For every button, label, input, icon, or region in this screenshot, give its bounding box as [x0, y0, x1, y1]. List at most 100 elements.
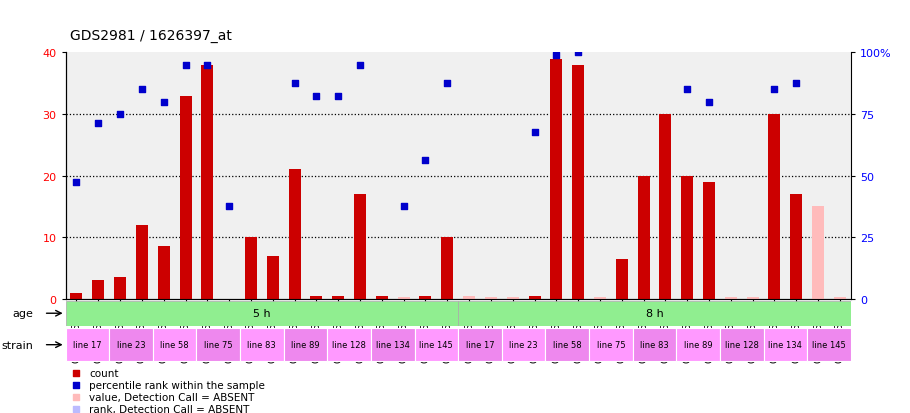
Bar: [441, 237, 453, 299]
Bar: [763, 329, 807, 361]
Text: age: age: [12, 309, 33, 318]
Bar: [153, 329, 197, 361]
Bar: [371, 329, 415, 361]
Bar: [638, 176, 650, 299]
Text: line 58: line 58: [160, 340, 189, 349]
Text: line 75: line 75: [597, 340, 625, 349]
Text: line 89: line 89: [683, 340, 713, 349]
Bar: [354, 195, 366, 299]
Text: strain: strain: [1, 340, 33, 350]
Bar: [545, 329, 589, 361]
Point: [527, 130, 541, 136]
Point: [69, 179, 84, 185]
Text: line 83: line 83: [640, 340, 669, 349]
Bar: [157, 247, 169, 299]
Point: [113, 112, 127, 118]
Text: count: count: [89, 368, 118, 378]
Bar: [458, 329, 501, 361]
Point: [68, 393, 83, 400]
Bar: [807, 329, 851, 361]
Point: [68, 382, 83, 388]
Bar: [660, 115, 672, 299]
Point: [135, 87, 149, 93]
Point: [288, 81, 302, 87]
Bar: [328, 329, 371, 361]
Text: percentile rank within the sample: percentile rank within the sample: [89, 380, 265, 390]
Bar: [834, 297, 846, 299]
Bar: [632, 329, 676, 361]
Point: [789, 81, 804, 87]
Bar: [703, 182, 715, 299]
Point: [331, 93, 346, 100]
Point: [680, 87, 694, 93]
Bar: [284, 329, 328, 361]
Point: [397, 204, 411, 210]
Text: line 145: line 145: [420, 340, 453, 349]
Point: [200, 62, 215, 69]
Bar: [551, 59, 562, 299]
Point: [91, 121, 106, 127]
Text: line 145: line 145: [812, 340, 846, 349]
Point: [68, 370, 83, 376]
Text: line 23: line 23: [510, 340, 538, 349]
Bar: [572, 66, 584, 299]
Point: [549, 53, 563, 59]
Bar: [240, 329, 284, 361]
Text: 8 h: 8 h: [645, 309, 663, 318]
Point: [178, 62, 193, 69]
Bar: [485, 297, 497, 299]
Text: line 83: line 83: [248, 340, 277, 349]
Bar: [66, 301, 458, 326]
Bar: [245, 237, 257, 299]
Bar: [725, 297, 737, 299]
Text: line 17: line 17: [466, 340, 494, 349]
Bar: [92, 280, 105, 299]
Bar: [136, 225, 147, 299]
Point: [157, 99, 171, 106]
Bar: [529, 296, 541, 299]
Bar: [501, 329, 545, 361]
Bar: [420, 296, 431, 299]
Point: [222, 204, 237, 210]
Text: line 89: line 89: [291, 340, 319, 349]
Bar: [197, 329, 240, 361]
Bar: [594, 297, 606, 299]
Point: [419, 157, 433, 164]
Text: line 17: line 17: [73, 340, 102, 349]
Bar: [201, 66, 213, 299]
Point: [309, 93, 324, 100]
Bar: [507, 297, 519, 299]
Text: line 134: line 134: [768, 340, 803, 349]
Bar: [398, 297, 410, 299]
Bar: [720, 329, 763, 361]
Text: 5 h: 5 h: [253, 309, 270, 318]
Point: [571, 50, 585, 57]
Bar: [463, 296, 475, 299]
Text: line 58: line 58: [553, 340, 581, 349]
Bar: [458, 301, 851, 326]
Text: line 128: line 128: [725, 340, 759, 349]
Text: GDS2981 / 1626397_at: GDS2981 / 1626397_at: [70, 29, 232, 43]
Bar: [267, 256, 278, 299]
Bar: [70, 293, 83, 299]
Point: [68, 405, 83, 412]
Point: [353, 62, 368, 69]
Text: line 128: line 128: [332, 340, 366, 349]
Bar: [812, 207, 824, 299]
Text: value, Detection Call = ABSENT: value, Detection Call = ABSENT: [89, 392, 255, 402]
Bar: [114, 278, 126, 299]
Bar: [109, 329, 153, 361]
Point: [440, 81, 455, 87]
Bar: [589, 329, 632, 361]
Bar: [769, 115, 781, 299]
Bar: [415, 329, 458, 361]
Text: line 23: line 23: [116, 340, 146, 349]
Point: [702, 99, 716, 106]
Text: rank, Detection Call = ABSENT: rank, Detection Call = ABSENT: [89, 404, 249, 413]
Text: line 134: line 134: [376, 340, 410, 349]
Bar: [790, 195, 803, 299]
Bar: [179, 96, 191, 299]
Bar: [676, 329, 720, 361]
Text: line 75: line 75: [204, 340, 233, 349]
Bar: [682, 176, 693, 299]
